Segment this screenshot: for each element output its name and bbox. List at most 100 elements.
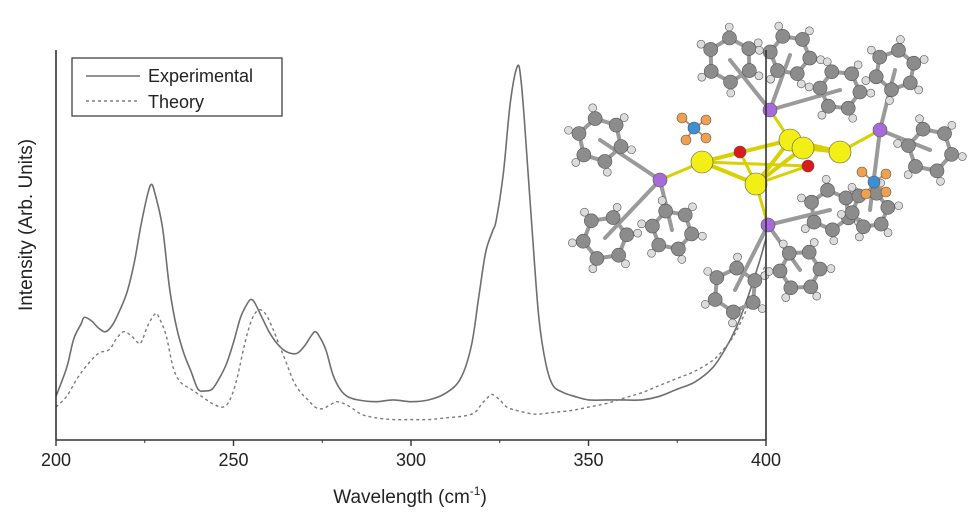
hydrogen-atom	[627, 145, 636, 155]
carbon-atom	[802, 50, 818, 66]
phosphorus-atom	[652, 172, 668, 188]
carbon-atom	[821, 98, 836, 114]
carbon-atom	[745, 295, 761, 310]
carbon-atom	[840, 100, 856, 116]
legend-box	[71, 57, 283, 117]
hydrogen-atom	[861, 76, 871, 85]
carbon-atom	[747, 273, 763, 288]
carbon-atom	[844, 66, 859, 82]
x-tick-label-300: 300	[396, 450, 426, 470]
boron-atom	[687, 121, 701, 135]
hydrogen-atom	[804, 82, 814, 92]
carbon-atom	[812, 80, 828, 96]
hydrogen-atom	[821, 174, 831, 184]
oxygen-atom	[801, 159, 815, 173]
hydrogen-atom	[588, 103, 597, 113]
carbon-atom	[611, 247, 626, 263]
carbon-atom	[608, 117, 624, 133]
hydrogen-atom	[896, 35, 905, 44]
carbon-atom	[619, 227, 635, 243]
hydrogen-atom	[603, 167, 612, 177]
hydrogen-atom	[726, 88, 736, 98]
hydrogen-atom	[947, 120, 957, 130]
plot-area	[55, 64, 767, 421]
hydrogen-atom	[903, 170, 913, 180]
carbon-atom	[772, 263, 788, 279]
carbon-atom	[812, 261, 828, 277]
carbon-atom	[722, 30, 737, 46]
hydrogen-atom	[637, 219, 646, 229]
gold-atom	[828, 140, 852, 164]
fluorine-atom	[680, 134, 692, 146]
carbon-atom	[584, 213, 599, 229]
hydrogen-atom	[914, 85, 924, 95]
hydrogen-atom	[580, 207, 589, 217]
carbon-atom	[908, 159, 923, 174]
hydrogen-atom	[837, 209, 846, 219]
hydrogen-atom	[800, 224, 810, 233]
legend-label-experimental: Experimental	[148, 66, 253, 86]
hydrogen-atom	[754, 71, 764, 81]
carbon-atom	[915, 121, 931, 137]
phosphorus-atom	[760, 217, 776, 233]
carbon-atom	[707, 292, 723, 307]
carbon-atom	[770, 63, 785, 78]
carbon-atom	[651, 237, 667, 253]
carbon-atom	[703, 42, 718, 57]
hydrogen-atom	[619, 113, 629, 122]
phosphorus-atom	[762, 102, 778, 118]
hydrogen-atom	[817, 110, 827, 120]
hydrogen-atom	[633, 228, 642, 238]
hydrogen-atom	[919, 55, 929, 64]
x-axis-ticks: 200 250 300 350 400	[41, 440, 781, 470]
carbon-atom	[575, 233, 591, 249]
hydrogen-atom	[677, 255, 687, 264]
x-tick-label-250: 250	[218, 450, 248, 470]
fluorine-atom	[880, 186, 892, 198]
carbon-atom	[658, 203, 673, 219]
carbon-atom	[613, 139, 629, 154]
hydrogen-atom	[778, 239, 788, 249]
carbon-atom	[703, 64, 719, 79]
x-axis-title: Wavelength (cm-1)	[333, 484, 487, 508]
fluorine-atom	[880, 168, 892, 180]
hydrogen-atom	[866, 45, 876, 55]
carbon-atom	[944, 147, 959, 162]
gold-atom	[690, 150, 714, 174]
carbon-atom	[891, 43, 906, 58]
carbon-atom	[671, 241, 686, 257]
hydrogen-atom	[733, 252, 742, 262]
p-c-bond	[598, 138, 662, 182]
hydrogen-atom	[829, 236, 839, 246]
carbon-atom	[872, 49, 888, 65]
hydrogen-atom	[571, 158, 581, 167]
p-c-bond	[728, 58, 772, 112]
hydrogen-atom	[697, 72, 707, 82]
carbon-atom	[803, 279, 819, 295]
p-c-bond	[768, 88, 842, 112]
carbon-atom	[589, 251, 605, 266]
phosphorus-atom	[872, 122, 888, 138]
carbon-atom	[781, 245, 797, 261]
carbon-atom	[884, 82, 899, 97]
hydrogen-atom	[700, 299, 710, 309]
hydrogen-atom	[855, 232, 864, 242]
p-c-bond	[603, 178, 662, 240]
carbon-atom	[801, 244, 817, 260]
gold-atom	[791, 136, 815, 160]
carbon-atom	[571, 126, 587, 141]
fluorine-atom	[700, 132, 712, 144]
carbon-atom	[820, 182, 835, 198]
carbon-atom	[789, 66, 805, 81]
hydrogen-atom	[958, 152, 967, 161]
hydrogen-atom	[853, 60, 863, 70]
hydrogen-atom	[703, 267, 713, 276]
carbon-atom	[804, 194, 819, 210]
y-axis-title: Intensity (Arb. Units)	[16, 139, 37, 311]
gold-oxygen-bond	[700, 160, 810, 168]
hydrogen-atom	[894, 201, 903, 211]
x-tick-label-400: 400	[751, 450, 781, 470]
hydrogen-atom	[809, 238, 819, 247]
carbon-atom	[742, 63, 757, 78]
carbon-atom	[775, 29, 791, 44]
